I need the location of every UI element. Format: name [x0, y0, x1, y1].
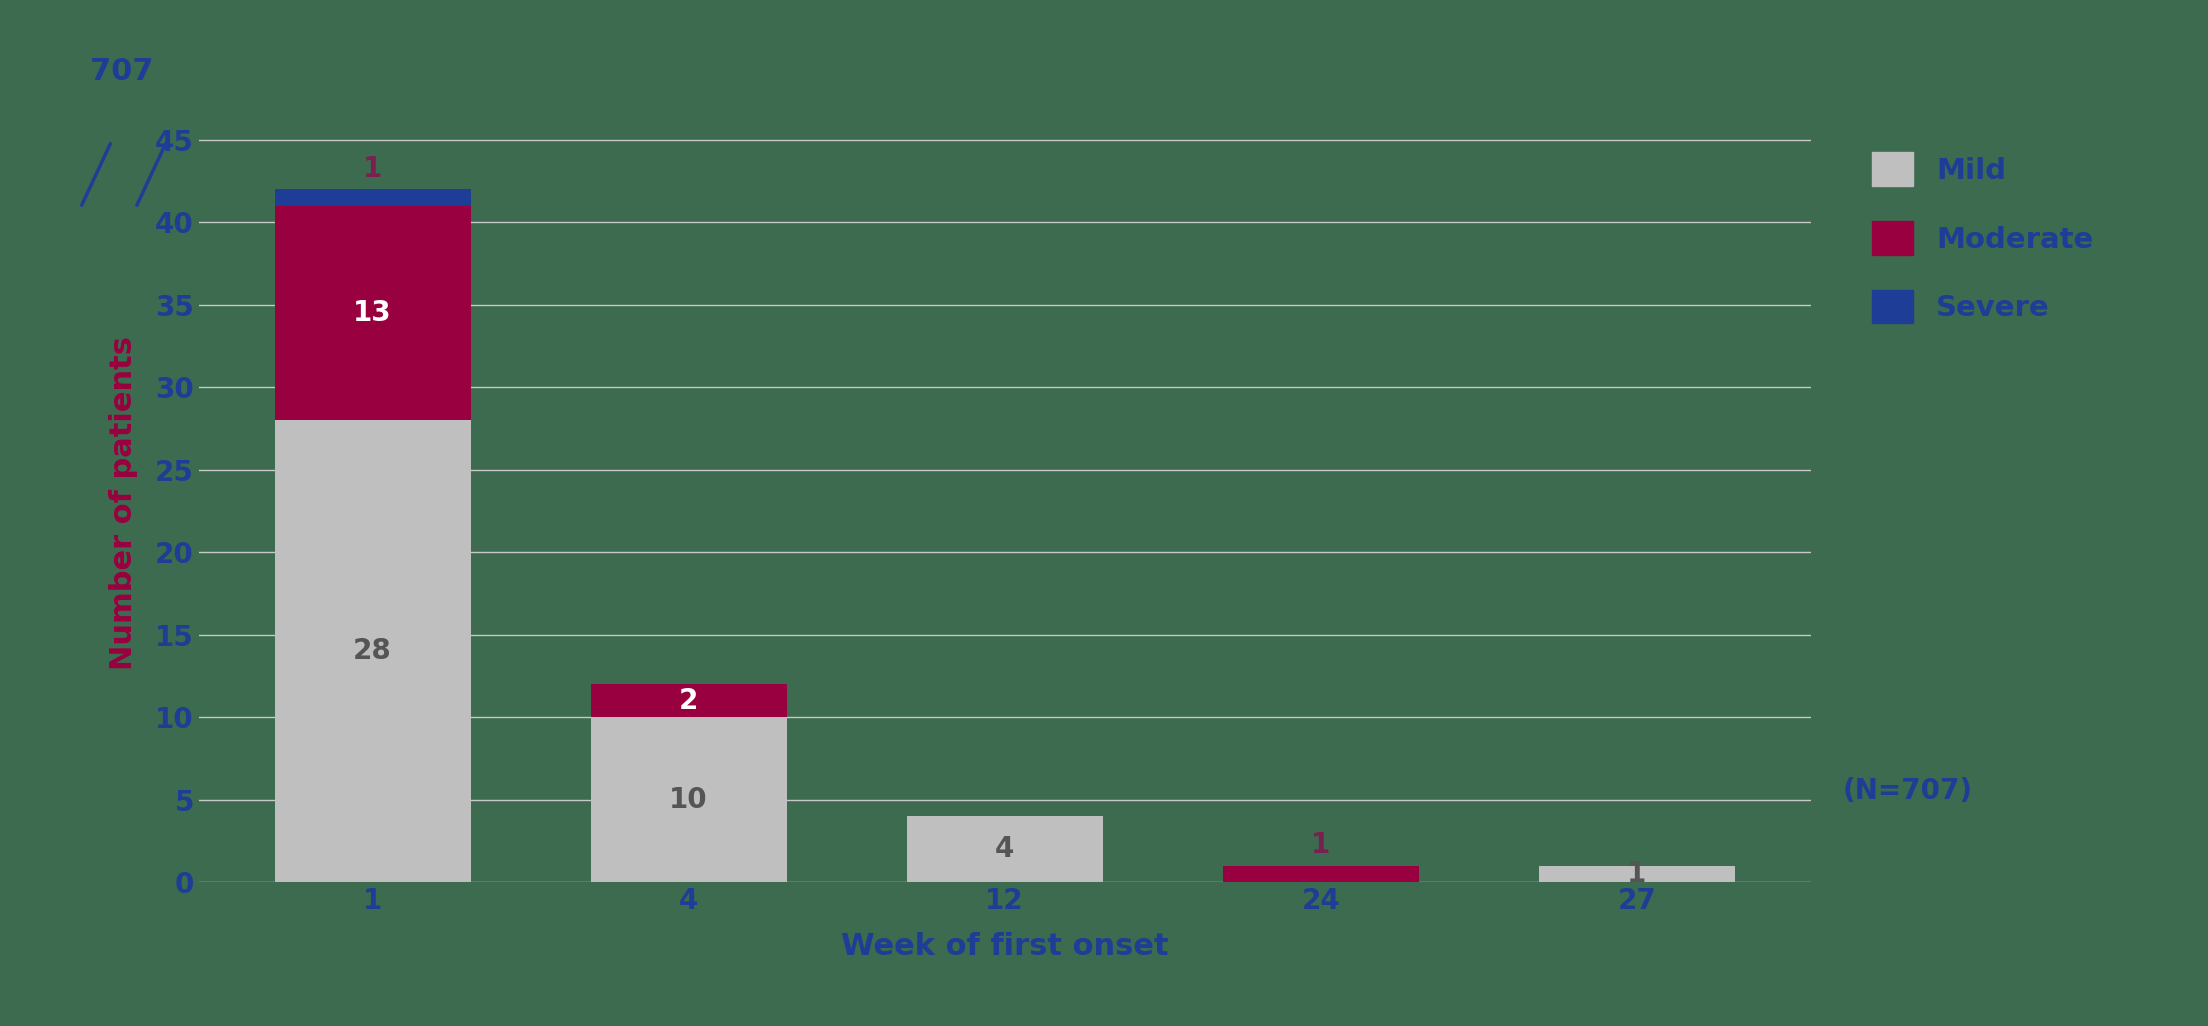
Text: 13: 13 [353, 299, 391, 327]
Y-axis label: Number of patients: Number of patients [110, 336, 139, 670]
Text: 4: 4 [996, 835, 1013, 863]
Text: 10: 10 [669, 786, 709, 814]
Bar [590, 684, 786, 717]
Text: 1: 1 [1312, 831, 1329, 859]
Text: 1: 1 [1627, 860, 1647, 889]
Bar [907, 817, 1102, 882]
Bar [274, 205, 470, 421]
X-axis label: Week of first onset: Week of first onset [841, 932, 1168, 961]
Text: 1: 1 [362, 155, 382, 183]
Text: 28: 28 [353, 637, 393, 665]
Bar [274, 189, 470, 205]
Bar [590, 717, 786, 882]
Bar [1539, 866, 1735, 882]
Text: 707: 707 [91, 57, 152, 86]
Bar [274, 421, 470, 882]
Text: 2: 2 [678, 686, 698, 715]
Text: (N=707): (N=707) [1844, 778, 1974, 805]
Bar [1223, 866, 1420, 882]
Legend: Mild, Moderate, Severe: Mild, Moderate, Severe [1857, 137, 2109, 338]
